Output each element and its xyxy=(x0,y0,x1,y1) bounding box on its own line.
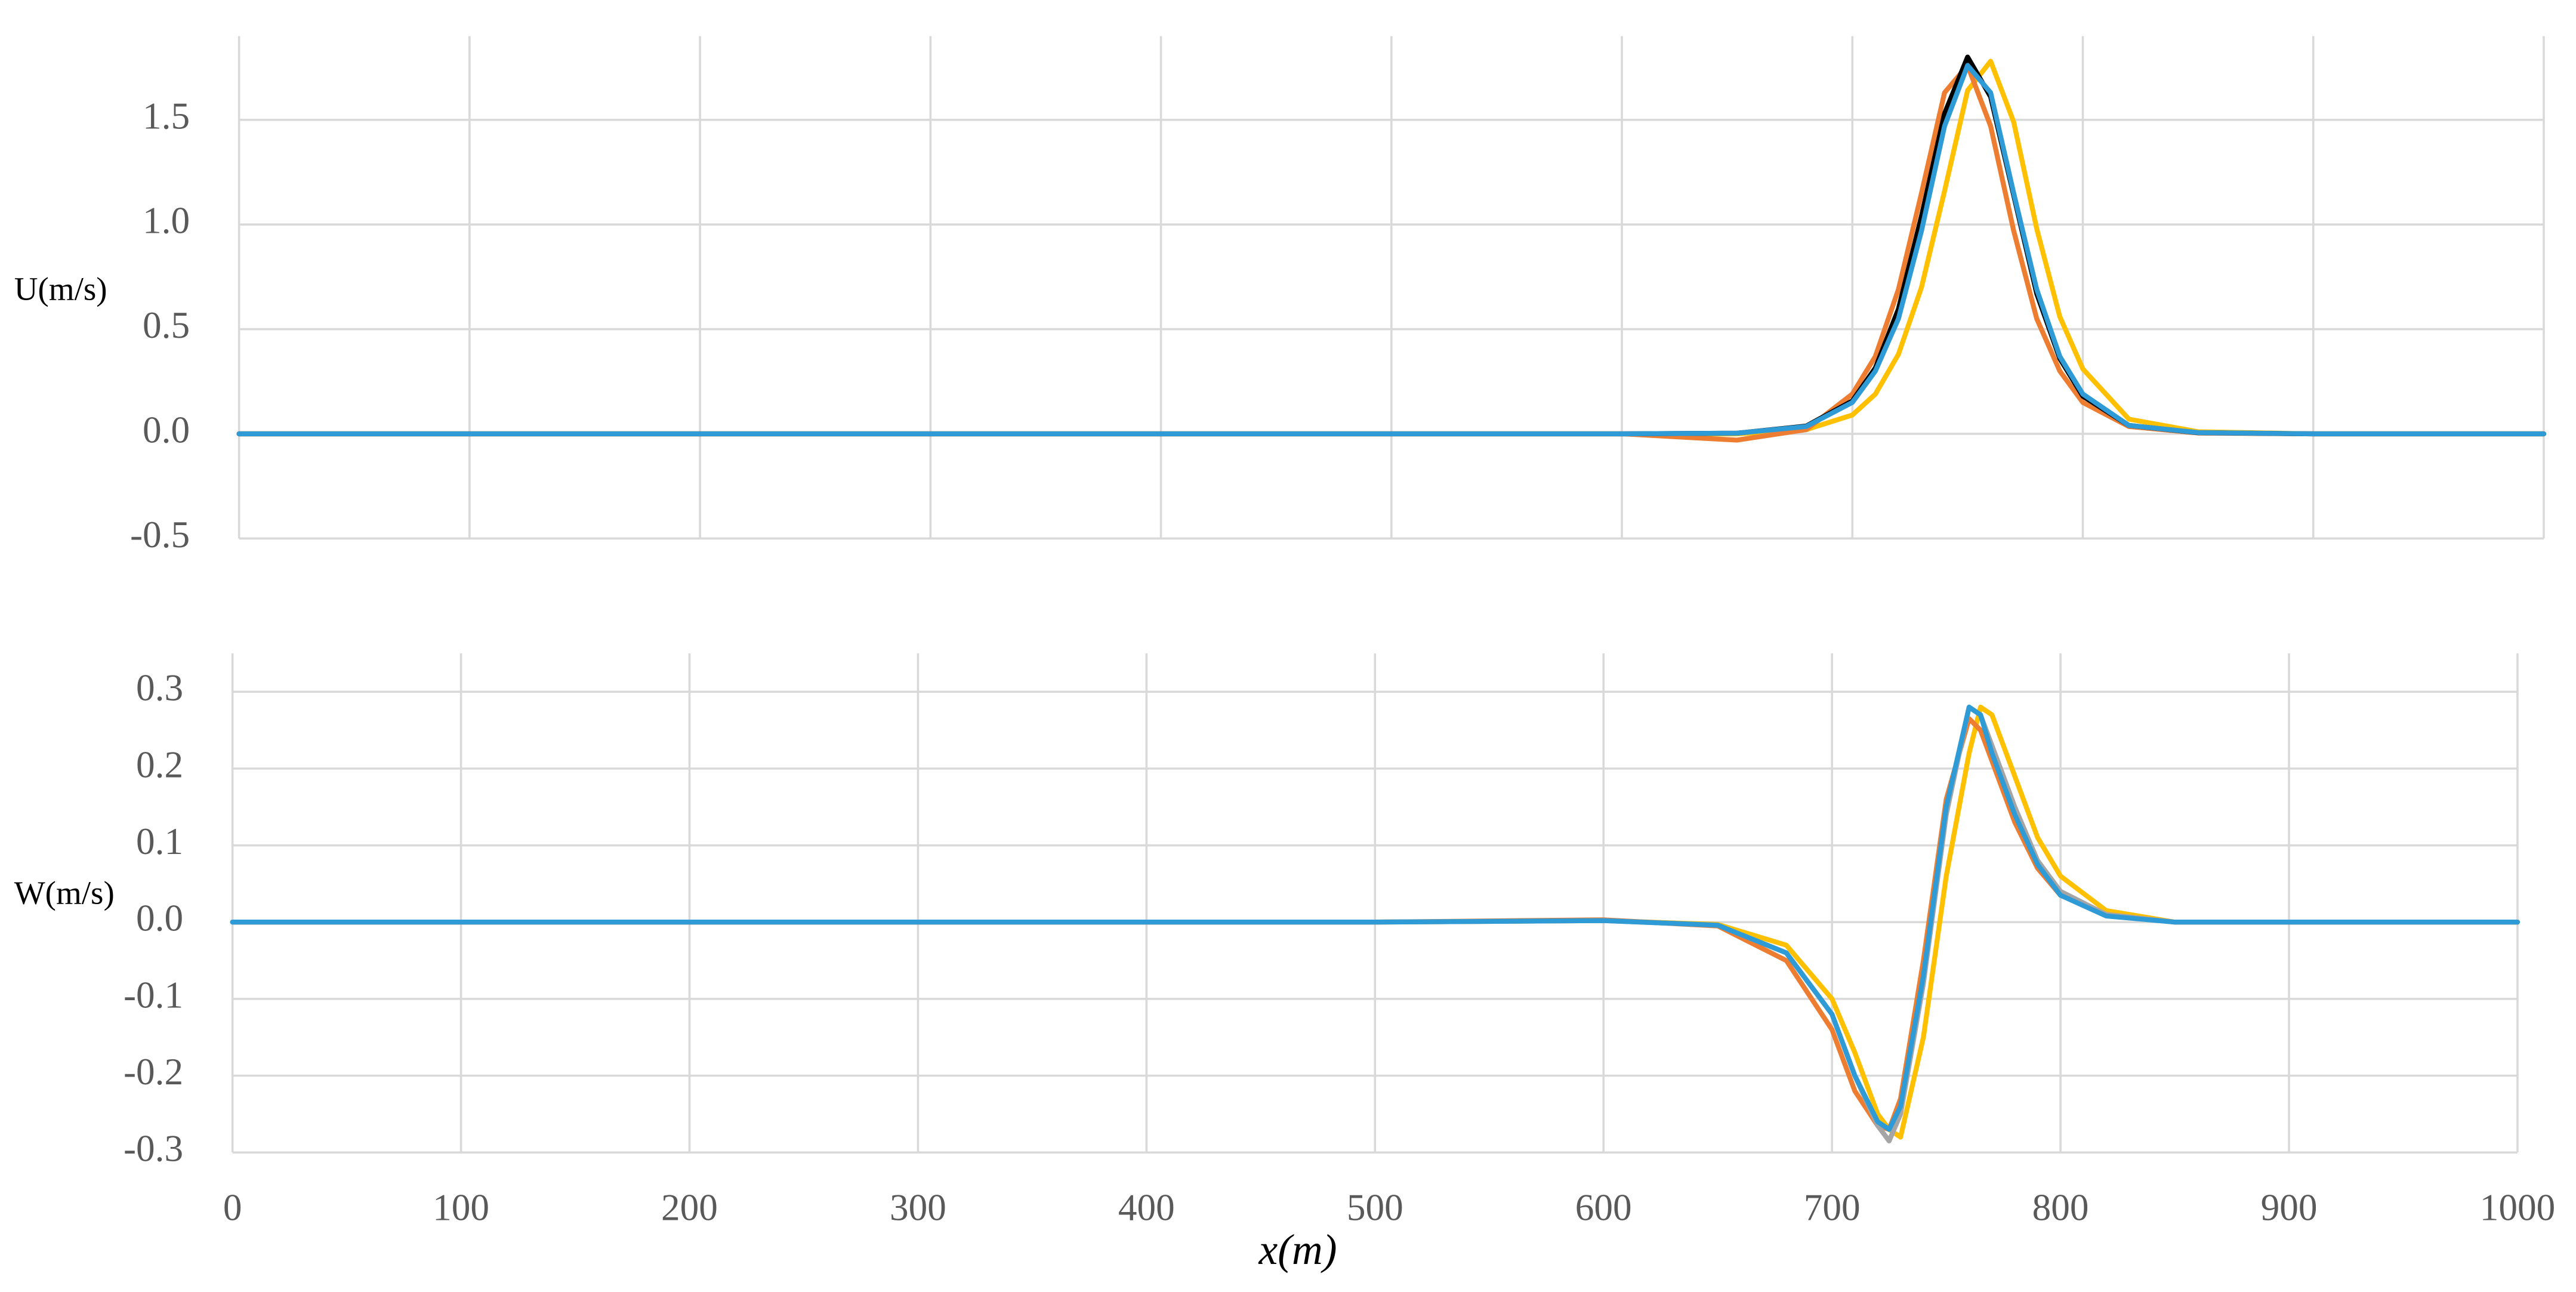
x-tick-label: 0 xyxy=(223,1187,242,1229)
y-tick-label: 0.1 xyxy=(136,821,183,862)
y-tick-label: -0.5 xyxy=(130,514,190,556)
y-tick-label: -0.2 xyxy=(124,1051,183,1093)
y-tick-label: 0.5 xyxy=(143,304,190,346)
y-tick-label: -0.3 xyxy=(124,1128,183,1170)
x-tick-label: 900 xyxy=(2261,1187,2318,1229)
y-tick-label: 1.5 xyxy=(143,95,190,137)
x-tick-label: 100 xyxy=(433,1187,489,1229)
series-line xyxy=(236,63,2547,437)
y-axis-title: U(m/s) xyxy=(14,270,107,307)
x-tick-label: 700 xyxy=(1804,1187,1861,1229)
y-tick-label: 0.2 xyxy=(136,744,183,785)
y-tick-label: -0.1 xyxy=(124,974,183,1016)
y-tick-label: 0.3 xyxy=(136,667,183,709)
y-axis-title: W(m/s) xyxy=(14,875,115,911)
x-tick-label: 200 xyxy=(661,1187,718,1229)
x-axis-title: x(m) xyxy=(1258,1226,1337,1274)
y-tick-label: 0.0 xyxy=(136,898,183,939)
x-tick-label: 400 xyxy=(1118,1187,1175,1229)
x-tick-label: 800 xyxy=(2032,1187,2089,1229)
series-line xyxy=(230,704,2521,1132)
x-tick-label: 500 xyxy=(1347,1187,1403,1229)
x-tick-label: 1000 xyxy=(2480,1187,2556,1229)
y-tick-label: 0.0 xyxy=(143,409,190,451)
x-tick-label: 300 xyxy=(890,1187,946,1229)
x-tick-label: 600 xyxy=(1575,1187,1632,1229)
y-tick-label: 1.0 xyxy=(143,200,190,242)
